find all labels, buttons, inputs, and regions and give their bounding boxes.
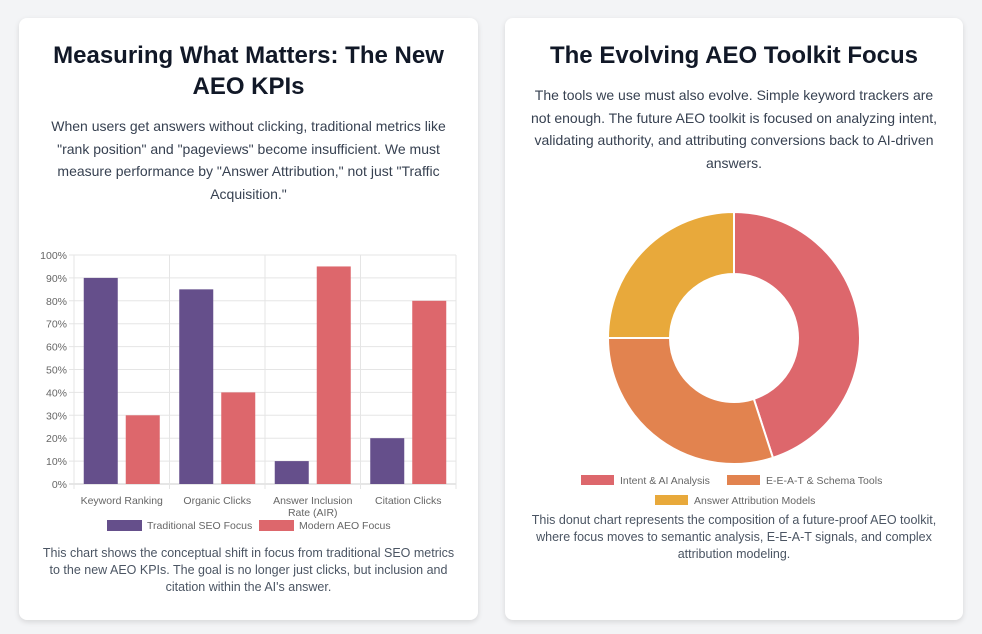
toolkit-title: The Evolving AEO Toolkit Focus [549, 42, 919, 69]
donut-slice [606, 210, 735, 339]
bar-traditional [274, 461, 309, 484]
y-tick-label: 100% [40, 250, 67, 262]
legend-swatch [655, 495, 688, 505]
y-tick-label: 90% [46, 273, 67, 285]
legend-label: Intent & AI Analysis [620, 475, 710, 487]
bar-traditional [370, 438, 405, 484]
legend-swatch [107, 520, 142, 531]
legend-label: E-E-A-T & Schema Tools [766, 475, 882, 487]
kpi-card: Measuring What Matters: The New AEO KPIs… [19, 18, 478, 620]
x-tick-label: Answer Inclusion [273, 495, 353, 507]
y-tick-label: 60% [46, 342, 67, 354]
legend-swatch [581, 475, 614, 485]
donut-slice [606, 337, 775, 465]
legend-label: Answer Attribution Models [694, 495, 815, 507]
legend-label: Traditional SEO Focus [147, 520, 252, 532]
y-tick-label: 40% [46, 387, 67, 399]
x-tick-label: Citation Clicks [375, 495, 442, 507]
donut-slice [733, 210, 861, 460]
y-tick-label: 80% [46, 296, 67, 308]
y-tick-label: 30% [46, 410, 67, 422]
y-tick-label: 20% [46, 433, 67, 445]
bar-modern [316, 266, 351, 484]
bar-modern [125, 415, 160, 484]
legend-swatch [727, 475, 760, 485]
y-tick-label: 70% [46, 319, 67, 331]
bar-modern [412, 300, 447, 484]
x-tick-label: Rate (AIR) [288, 507, 338, 519]
legend-swatch [259, 520, 294, 531]
y-tick-label: 0% [52, 479, 67, 491]
bar-modern [221, 392, 256, 484]
kpi-note: This chart shows the conceptual shift in… [42, 546, 455, 594]
kpi-bar-chart: 0% 10% 20% 30% 40% 50% 60% 70% 80% 90% 100% Keyword… [40, 250, 457, 532]
toolkit-description: The tools we use must also evolve. Simpl… [531, 87, 938, 171]
bar-traditional [179, 289, 214, 484]
legend-label: Modern AEO Focus [299, 520, 391, 532]
toolkit-note: This donut chart represents the composit… [531, 513, 937, 561]
x-tick-label: Keyword Ranking [81, 495, 163, 507]
toolkit-card: The Evolving AEO Toolkit Focus The tools… [505, 18, 963, 620]
x-tick-label: Organic Clicks [183, 495, 251, 507]
bar-traditional [83, 277, 118, 484]
kpi-title: Measuring What Matters: The New AEO KPIs [53, 42, 444, 100]
y-tick-label: 10% [46, 456, 67, 468]
kpi-description: When users get answers without clicking,… [51, 118, 446, 202]
y-tick-label: 50% [46, 365, 67, 377]
toolkit-donut-chart: Intent & AI Analysis E-E-A-T & Schema Too… [581, 210, 882, 507]
